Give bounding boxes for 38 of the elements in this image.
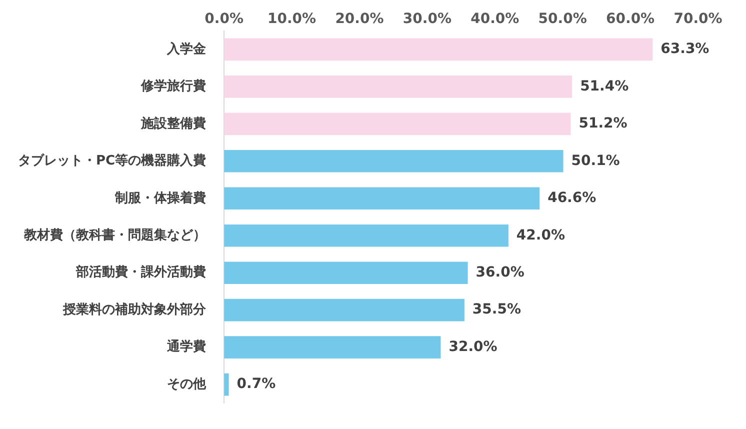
y-tick-label: 施設整備費 <box>140 115 206 132</box>
data-label: 46.6% <box>548 190 596 206</box>
data-label: 51.4% <box>580 78 629 94</box>
y-tick-label: 部活動費・課外活動費 <box>75 264 206 280</box>
bar <box>224 150 564 172</box>
x-tick-label: 0.0% <box>204 11 244 28</box>
y-tick-label: 制服・体操着費 <box>114 190 206 206</box>
data-label: 51.2% <box>578 116 628 132</box>
x-tick-label: 30.0% <box>402 11 452 28</box>
bar <box>224 187 540 210</box>
bar <box>224 224 508 247</box>
bar <box>224 112 571 136</box>
x-tick-label: 40.0% <box>470 11 520 28</box>
y-tick-label: タブレット・PC等の機器購入費 <box>18 152 206 169</box>
y-tick-label: 教材費（教科書・問題集など） <box>23 228 206 243</box>
data-label: 32.0% <box>448 338 498 355</box>
x-tick-label: 10.0% <box>267 11 316 28</box>
x-tick-label: 60.0% <box>606 11 655 28</box>
y-tick-label: 修学旅行費 <box>140 78 206 94</box>
y-tick-label: 授業料の補助対象外部分 <box>62 301 208 318</box>
data-label: 35.5% <box>472 302 521 318</box>
data-label: 0.7% <box>236 376 276 392</box>
bar <box>224 336 441 359</box>
data-label: 63.3% <box>660 41 710 58</box>
x-tick-label: 50.0% <box>538 11 587 28</box>
y-tick-label: 通学費 <box>166 338 206 355</box>
data-label: 50.1% <box>571 152 620 169</box>
data-label: 36.0% <box>476 264 524 280</box>
bar <box>224 373 229 396</box>
x-tick-label: 20.0% <box>335 11 384 28</box>
x-tick-label: 70.0% <box>674 11 722 28</box>
bar <box>224 298 464 322</box>
bar <box>224 262 468 284</box>
data-label: 42.0% <box>516 227 566 244</box>
y-tick-label: 入学金 <box>166 40 208 57</box>
bar <box>224 38 653 61</box>
bar <box>224 75 572 98</box>
y-tick-label: その他 <box>167 376 208 392</box>
